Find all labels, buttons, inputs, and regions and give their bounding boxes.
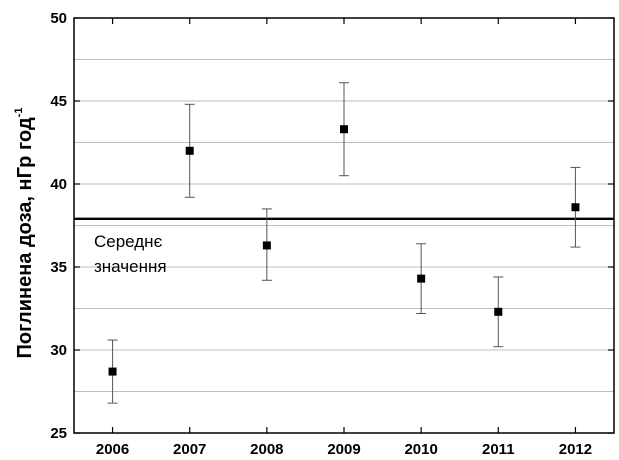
- data-point: [262, 241, 271, 250]
- x-tick-label: 2009: [327, 441, 360, 458]
- x-tick-label: 2008: [250, 441, 283, 458]
- mean-annotation-line2: значення: [94, 257, 167, 276]
- y-tick-label: 25: [50, 425, 67, 442]
- y-tick-label: 50: [50, 10, 67, 27]
- data-point: [571, 203, 580, 212]
- plot-frame: [73, 17, 615, 434]
- mean-annotation-line1: Середнє: [94, 232, 163, 251]
- y-tick-label: 30: [50, 342, 67, 359]
- y-axis-label-superscript: -1: [13, 108, 25, 118]
- y-tick-labels: 25 30 35 40 45 50: [50, 10, 67, 442]
- data-point: [340, 125, 348, 134]
- x-tick-label: 2010: [404, 441, 437, 458]
- x-tick-label: 2007: [173, 441, 206, 458]
- x-tick-label: 2006: [96, 441, 129, 458]
- x-tick-label: 2011: [482, 441, 515, 458]
- data-markers: [107, 82, 581, 404]
- y-tick-label: 45: [50, 93, 67, 110]
- data-point: [494, 307, 503, 316]
- data-point: [185, 146, 194, 155]
- y-tick-label: 40: [50, 176, 67, 193]
- y-tick-label: 35: [50, 259, 67, 276]
- data-point: [108, 367, 117, 376]
- mean-annotation: Середнє значення: [94, 232, 167, 276]
- x-tick-label: 2012: [559, 441, 592, 458]
- y-axis-label: Поглинена доза, нГр год-1: [13, 108, 36, 359]
- grid-lines: [74, 59, 614, 392]
- data-point: [417, 274, 426, 283]
- y-axis-label-text: Поглинена доза, нГр год: [14, 117, 36, 358]
- x-tick-labels: 2006 2007 2008 2009 2010 2011 2012: [96, 441, 592, 458]
